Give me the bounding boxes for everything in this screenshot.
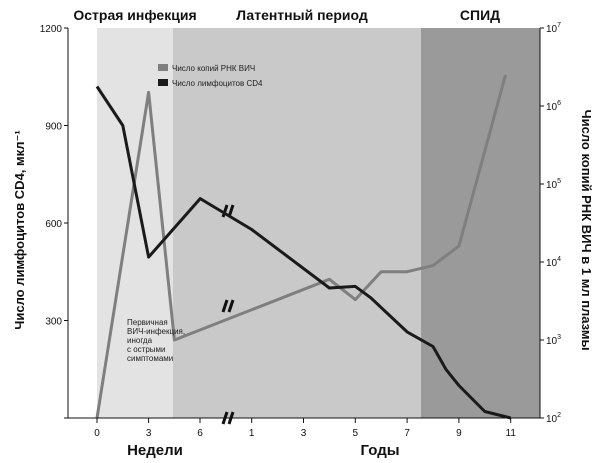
series-line-rna [95, 74, 507, 419]
axis-break-mark [221, 204, 229, 218]
left-tick-label: 600 [45, 219, 62, 230]
legend-swatch-rna [158, 64, 168, 71]
right-tick-label: 103 [546, 334, 561, 347]
x-tick-label: 0 [94, 428, 100, 439]
right-axis: 102 103 104 105 106 107 [539, 22, 561, 425]
annotation-line: симптомами [127, 354, 173, 363]
series-line-cd4 [95, 85, 512, 420]
x-tick-label: 5 [353, 428, 359, 439]
x-tick-label: 1 [249, 428, 255, 439]
x-tick-label: 7 [404, 428, 410, 439]
right-tick-label: 106 [546, 100, 561, 113]
phase-label: СПИД [460, 7, 500, 23]
phase-label: Латентный период [236, 7, 368, 23]
right-tick-label: 104 [546, 256, 561, 269]
phase-label: Острая инфекция [73, 7, 196, 23]
left-tick-label: 900 [45, 122, 62, 133]
x-tick-label: 9 [456, 428, 462, 439]
phase-band [421, 28, 540, 418]
right-tick-label: 107 [546, 22, 561, 35]
annotation-line: Первичная [127, 318, 168, 327]
left-axis-title: Число лимфоцитов CD4, мкл⁻¹ [12, 130, 27, 330]
x-axis: 0 3 6 1 3 5 7 9 11 [68, 417, 540, 439]
x-tick-label: 3 [301, 428, 307, 439]
axis-break-mark [227, 299, 235, 313]
annotation-primary-infection: Первичная ВИЧ-инфекция, иногда с острыми… [127, 318, 185, 363]
annotation-line: ВИЧ-инфекция, [127, 327, 185, 336]
left-tick-label: 300 [45, 317, 62, 328]
legend-label-rna: Число копий РНК ВИЧ [172, 64, 255, 73]
x-unit-years: Годы [360, 442, 399, 459]
left-tick-label: 1200 [40, 24, 63, 35]
annotation-line: с острыми [127, 345, 166, 354]
phase-band [173, 28, 421, 418]
x-tick-label: 11 [506, 428, 517, 439]
x-tick-label: 6 [197, 428, 203, 439]
right-tick-label: 105 [546, 178, 561, 191]
series-lines [95, 74, 512, 420]
x-tick-label: 3 [146, 428, 152, 439]
phase-band [97, 28, 173, 418]
left-axis: 300 600 900 1200 [40, 24, 69, 419]
legend-swatch-cd4 [158, 79, 168, 86]
phase-labels: Острая инфекция Латентный период СПИД [73, 7, 500, 23]
legend: Число копий РНК ВИЧ Число лимфоцитов CD4 [158, 64, 263, 88]
right-axis-title: Число копий РНК ВИЧ в 1 мл плазмы [579, 109, 594, 350]
right-tick-label: 102 [546, 412, 561, 425]
annotation-line: иногда [127, 336, 153, 345]
axis-break-mark [221, 299, 229, 313]
x-unit-weeks: Недели [127, 442, 183, 459]
legend-label-cd4: Число лимфоцитов CD4 [172, 79, 263, 88]
phase-bands [97, 28, 540, 418]
